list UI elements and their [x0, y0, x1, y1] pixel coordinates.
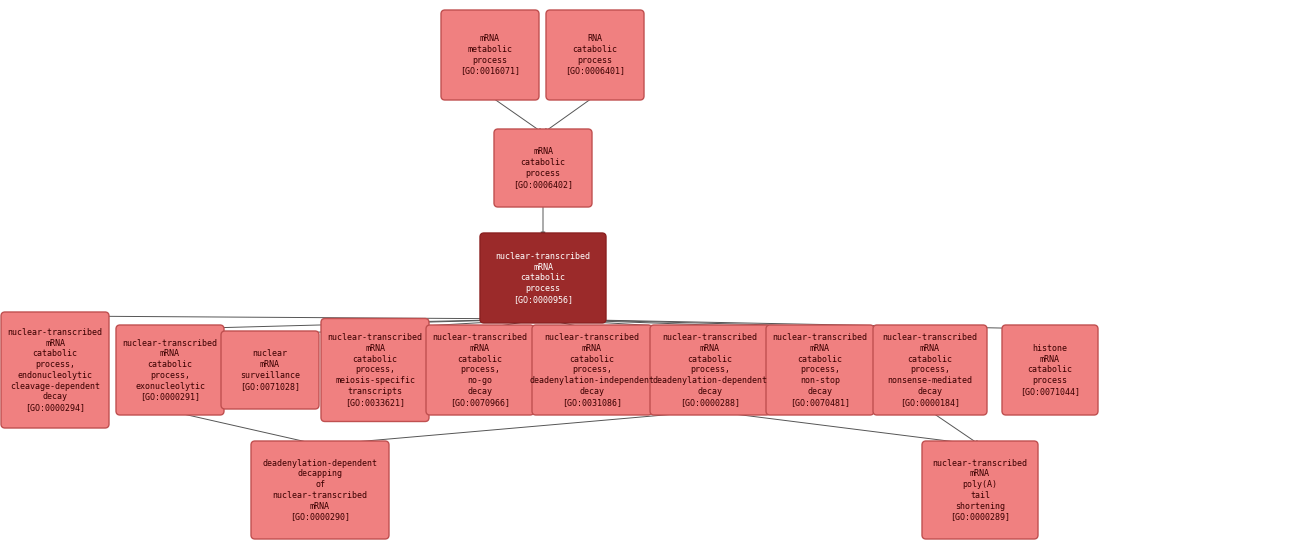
Text: nuclear-transcribed
mRNA
catabolic
process,
endonucleolytic
cleavage-dependent
d: nuclear-transcribed mRNA catabolic proce…: [8, 328, 103, 412]
FancyBboxPatch shape: [321, 318, 429, 422]
Text: mRNA
metabolic
process
[GO:0016071]: mRNA metabolic process [GO:0016071]: [460, 35, 520, 76]
FancyBboxPatch shape: [494, 129, 592, 207]
Text: deadenylation-dependent
decapping
of
nuclear-transcribed
mRNA
[GO:0000290]: deadenylation-dependent decapping of nuc…: [262, 458, 377, 522]
Text: nuclear-transcribed
mRNA
poly(A)
tail
shortening
[GO:0000289]: nuclear-transcribed mRNA poly(A) tail sh…: [932, 458, 1028, 522]
FancyBboxPatch shape: [426, 325, 535, 415]
FancyBboxPatch shape: [1, 312, 110, 428]
FancyBboxPatch shape: [116, 325, 224, 415]
FancyBboxPatch shape: [546, 10, 644, 100]
Text: nuclear-transcribed
mRNA
catabolic
process
[GO:0000956]: nuclear-transcribed mRNA catabolic proce…: [496, 252, 591, 304]
Text: histone
mRNA
catabolic
process
[GO:0071044]: histone mRNA catabolic process [GO:00710…: [1020, 344, 1080, 396]
Text: nuclear-transcribed
mRNA
catabolic
process,
meiosis-specific
transcripts
[GO:003: nuclear-transcribed mRNA catabolic proce…: [327, 333, 422, 407]
FancyBboxPatch shape: [220, 331, 319, 409]
FancyBboxPatch shape: [872, 325, 987, 415]
FancyBboxPatch shape: [441, 10, 539, 100]
Text: nuclear
mRNA
surveillance
[GO:0071028]: nuclear mRNA surveillance [GO:0071028]: [240, 349, 300, 391]
FancyBboxPatch shape: [250, 441, 389, 539]
Text: nuclear-transcribed
mRNA
catabolic
process,
deadenylation-dependent
decay
[GO:00: nuclear-transcribed mRNA catabolic proce…: [652, 333, 768, 407]
FancyBboxPatch shape: [1001, 325, 1098, 415]
Text: nuclear-transcribed
mRNA
catabolic
process,
exonucleolytic
[GO:0000291]: nuclear-transcribed mRNA catabolic proce…: [123, 339, 218, 401]
FancyBboxPatch shape: [922, 441, 1038, 539]
Text: RNA
catabolic
process
[GO:0006401]: RNA catabolic process [GO:0006401]: [565, 35, 625, 76]
Text: nuclear-transcribed
mRNA
catabolic
process,
deadenylation-independent
decay
[GO:: nuclear-transcribed mRNA catabolic proce…: [529, 333, 655, 407]
FancyBboxPatch shape: [532, 325, 652, 415]
FancyBboxPatch shape: [649, 325, 769, 415]
Text: nuclear-transcribed
mRNA
catabolic
process,
nonsense-mediated
decay
[GO:0000184]: nuclear-transcribed mRNA catabolic proce…: [883, 333, 978, 407]
FancyBboxPatch shape: [480, 233, 606, 323]
Text: nuclear-transcribed
mRNA
catabolic
process,
no-go
decay
[GO:0070966]: nuclear-transcribed mRNA catabolic proce…: [433, 333, 528, 407]
Text: mRNA
catabolic
process
[GO:0006402]: mRNA catabolic process [GO:0006402]: [512, 147, 572, 189]
Text: nuclear-transcribed
mRNA
catabolic
process,
non-stop
decay
[GO:0070481]: nuclear-transcribed mRNA catabolic proce…: [772, 333, 867, 407]
FancyBboxPatch shape: [765, 325, 874, 415]
